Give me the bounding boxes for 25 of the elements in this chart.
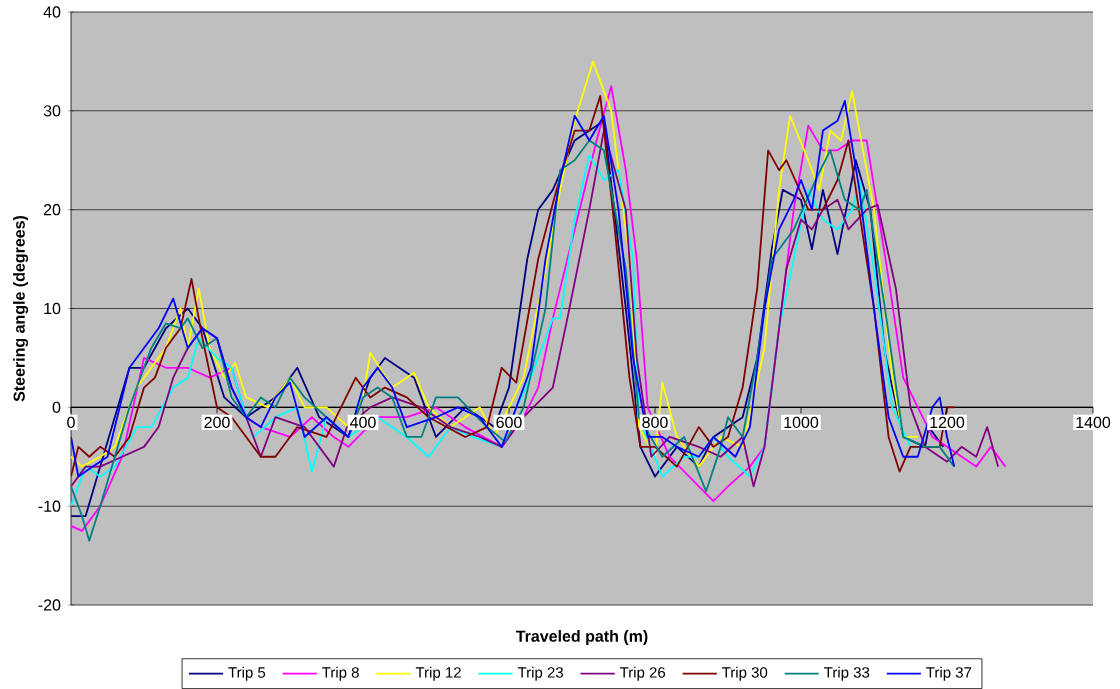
legend-label: Trip 30 [722, 666, 768, 681]
x-tick-label: 600 [496, 416, 522, 429]
legend-label: Trip 8 [322, 666, 359, 681]
legend-label: Trip 33 [824, 666, 870, 681]
y-tick-label: 0 [52, 401, 61, 413]
y-tick-label: 40 [43, 6, 61, 18]
y-tick-label: 30 [43, 105, 61, 117]
x-tick-label: 800 [642, 416, 668, 429]
x-axis-title: Traveled path (m) [515, 630, 648, 645]
legend-label: Trip 5 [228, 666, 266, 681]
y-tick-label: 20 [43, 204, 61, 216]
y-tick-label: -10 [38, 500, 61, 512]
legend-label: Trip 12 [415, 666, 461, 681]
legend-label: Trip 37 [926, 666, 972, 681]
x-tick-label: 1000 [784, 416, 819, 429]
y-tick-label: 10 [44, 302, 61, 315]
y-axis-title: Steering angle (degrees) [13, 215, 29, 402]
x-tick-label: 400 [350, 416, 376, 429]
x-tick-label: 1400 [1076, 416, 1111, 429]
x-tick-label: 200 [204, 416, 230, 429]
y-tick-label: -20 [38, 599, 61, 611]
legend-label: Trip 26 [619, 666, 666, 681]
x-tick-label: 1200 [930, 416, 965, 429]
legend-label: Trip 23 [517, 666, 563, 681]
x-tick-label: 0 [67, 416, 75, 429]
